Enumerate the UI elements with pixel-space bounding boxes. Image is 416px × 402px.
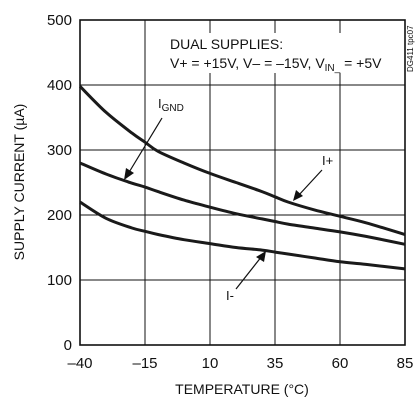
callout-iminus: I-: [226, 251, 266, 303]
arrow-ignd-head: [124, 168, 134, 180]
x-axis-label: TEMPERATURE (°C): [175, 381, 309, 397]
arrow-iminus-head: [256, 251, 266, 262]
series-label-iplus: I+: [322, 153, 333, 168]
series-label-ignd: IGND: [158, 96, 184, 114]
y-tick-label: 300: [47, 142, 72, 159]
series-line-iplus: [79, 161, 406, 246]
x-tick-label: 85: [397, 355, 414, 372]
arrow-iplus-head: [293, 190, 303, 201]
annotation-line-2-a: V+ = +15V, V– = –15V, V: [170, 55, 325, 71]
y-axis-label: SUPPLY CURRENT (µA): [11, 104, 27, 261]
annotation-line-2: V+ = +15V, V– = –15V, VIN_ = +5V: [170, 55, 382, 74]
series-line-ignd: [78, 85, 406, 236]
y-tick-label: 500: [47, 12, 72, 29]
callout-iplus: I+: [293, 153, 333, 201]
y-tick-label: 0: [64, 337, 72, 354]
x-tick-label: 10: [202, 355, 219, 372]
x-tick-label: –40: [67, 355, 92, 372]
arrow-iminus-line: [235, 255, 263, 290]
annotation-box: DUAL SUPPLIES: V+ = +15V, V– = –15V, VIN…: [160, 33, 400, 74]
callout-ignd: IGND: [124, 96, 184, 180]
x-tick-label: 35: [267, 355, 284, 372]
x-tick-label: 60: [332, 355, 349, 372]
document-code: DG411 tpc07: [406, 25, 415, 72]
series-label-ignd-sub: GND: [162, 103, 184, 114]
annotation-line-2-sub: IN_: [325, 63, 341, 74]
arrow-ignd-line: [127, 117, 163, 175]
annotation-line-1: DUAL SUPPLIES:: [170, 36, 283, 52]
series-label-iminus: I-: [226, 288, 234, 303]
y-tick-label: 200: [47, 207, 72, 224]
y-tick-label: 400: [47, 77, 72, 94]
series-label-ignd-main: I: [158, 96, 162, 111]
series-layer: [78, 85, 406, 271]
plot-frame: [79, 19, 406, 346]
x-tick-labels: –40 –15 10 35 60 85: [67, 355, 413, 372]
y-tick-label: 100: [47, 272, 72, 289]
annotation-line-2-b: = +5V: [340, 55, 382, 71]
series-line-iminus: [79, 200, 406, 271]
y-tick-labels: 0 100 200 300 400 500: [47, 12, 72, 354]
x-tick-label: –15: [132, 355, 157, 372]
arrow-iplus-line: [297, 169, 323, 197]
annotation-background: [160, 33, 400, 73]
